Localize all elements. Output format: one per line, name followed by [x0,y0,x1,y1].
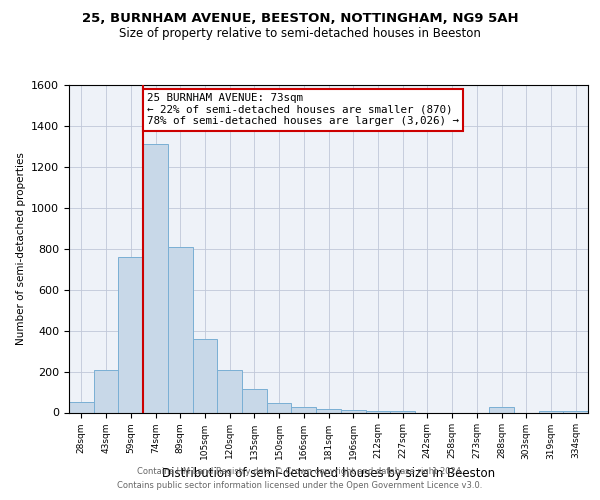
Bar [118,257,143,412]
Bar [267,404,292,412]
Bar [69,402,94,412]
Bar [193,339,217,412]
Bar [242,389,267,412]
Y-axis label: Number of semi-detached properties: Number of semi-detached properties [16,152,26,345]
Text: Size of property relative to semi-detached houses in Beeston: Size of property relative to semi-detach… [119,28,481,40]
Text: Contains HM Land Registry data © Crown copyright and database right 2024.: Contains HM Land Registry data © Crown c… [137,467,463,476]
Text: 25, BURNHAM AVENUE, BEESTON, NOTTINGHAM, NG9 5AH: 25, BURNHAM AVENUE, BEESTON, NOTTINGHAM,… [82,12,518,26]
Text: 25 BURNHAM AVENUE: 73sqm
← 22% of semi-detached houses are smaller (870)
78% of : 25 BURNHAM AVENUE: 73sqm ← 22% of semi-d… [147,93,459,126]
Bar [341,410,365,412]
X-axis label: Distribution of semi-detached houses by size in Beeston: Distribution of semi-detached houses by … [162,467,495,480]
Bar [168,246,193,412]
Bar [292,408,316,412]
Bar [143,144,168,412]
Bar [94,370,118,412]
Bar [489,408,514,412]
Text: Contains public sector information licensed under the Open Government Licence v3: Contains public sector information licen… [118,481,482,490]
Bar [217,370,242,412]
Bar [316,410,341,412]
